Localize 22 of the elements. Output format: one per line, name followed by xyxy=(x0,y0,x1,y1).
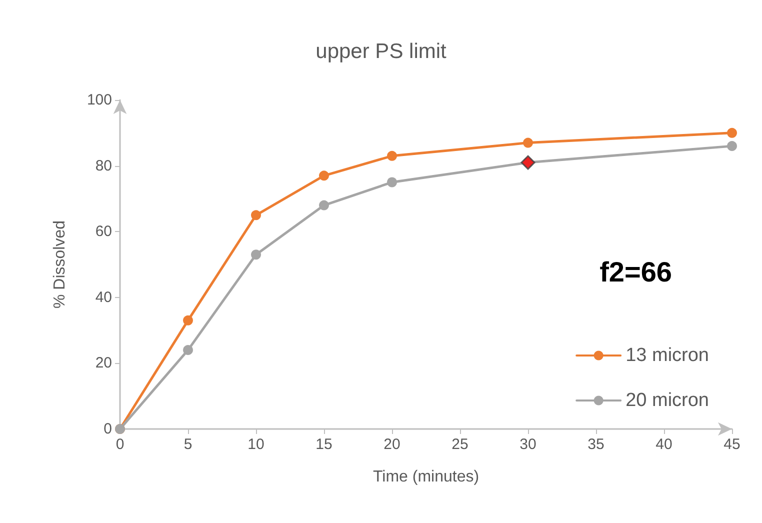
y-tick-label: 0 xyxy=(104,420,112,438)
legend-label: 20 micron xyxy=(626,390,709,411)
x-tick-label: 0 xyxy=(116,436,124,453)
y-tick-label: 80 xyxy=(95,157,112,174)
x-tick-label: 5 xyxy=(184,436,192,453)
annotation: f2=66 xyxy=(600,256,672,288)
y-tick-label: 20 xyxy=(95,354,112,372)
legend-label: 13 micron xyxy=(626,345,709,366)
x-tick-label: 10 xyxy=(248,436,264,453)
x-tick-label: 15 xyxy=(316,436,332,453)
y-tick-label: 60 xyxy=(95,223,112,240)
x-axis-title: Time (minutes) xyxy=(372,468,480,486)
x-tick-label: 40 xyxy=(656,436,672,453)
x-tick-label: 35 xyxy=(588,436,604,453)
y-tick-label: 40 xyxy=(95,288,112,306)
x-tick-label: 30 xyxy=(520,436,536,453)
x-tick-label: 45 xyxy=(724,436,740,453)
x-tick-label: 20 xyxy=(384,436,400,453)
x-tick-label: 25 xyxy=(452,436,468,453)
y-axis-title: % Dissolved xyxy=(52,220,68,309)
chart-title: upper PS limit xyxy=(316,40,447,63)
y-tick-label: 100 xyxy=(86,92,112,108)
